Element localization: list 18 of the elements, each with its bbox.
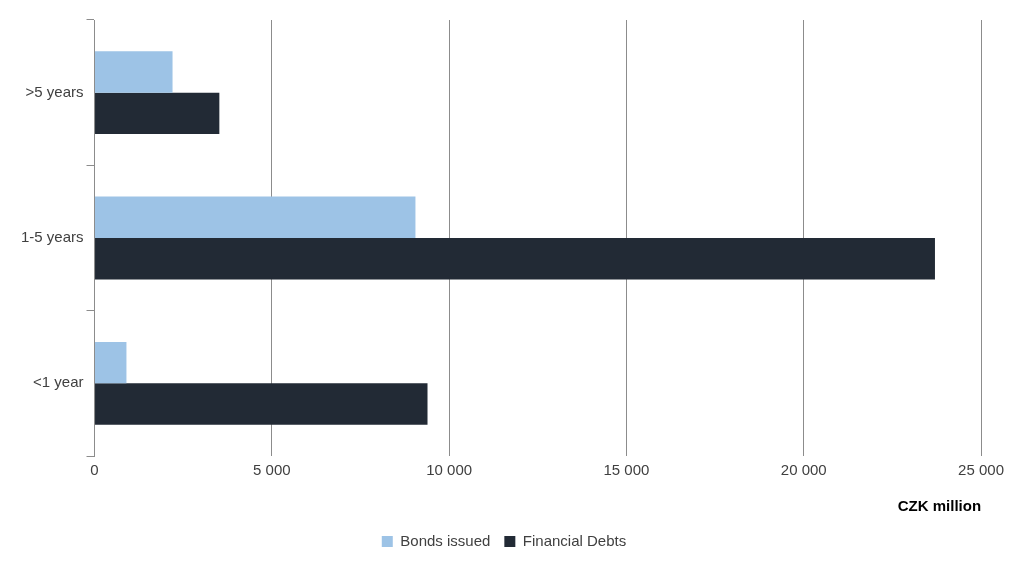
x-tick-label: 5 000 xyxy=(253,461,291,479)
bar xyxy=(95,238,935,280)
bar xyxy=(95,196,416,238)
x-tick-label: 0 xyxy=(90,461,99,479)
x-axis-title: CZK million xyxy=(897,497,982,515)
bar xyxy=(95,341,127,384)
x-tick-label: 20 000 xyxy=(780,461,827,479)
y-tick-label: 1-5 years xyxy=(21,228,84,246)
x-tick-label: 15 000 xyxy=(603,461,650,479)
bar xyxy=(95,383,428,425)
y-tick-label: <1 year xyxy=(33,373,84,391)
bar xyxy=(95,51,173,93)
x-tick-label: 10 000 xyxy=(426,461,473,479)
bar xyxy=(95,92,220,135)
y-tick-label: >5 years xyxy=(25,82,84,100)
x-tick-label: 25 000 xyxy=(958,461,1005,479)
legend-label: Bonds issued xyxy=(400,531,491,549)
legend-label: Financial Debts xyxy=(522,531,627,549)
